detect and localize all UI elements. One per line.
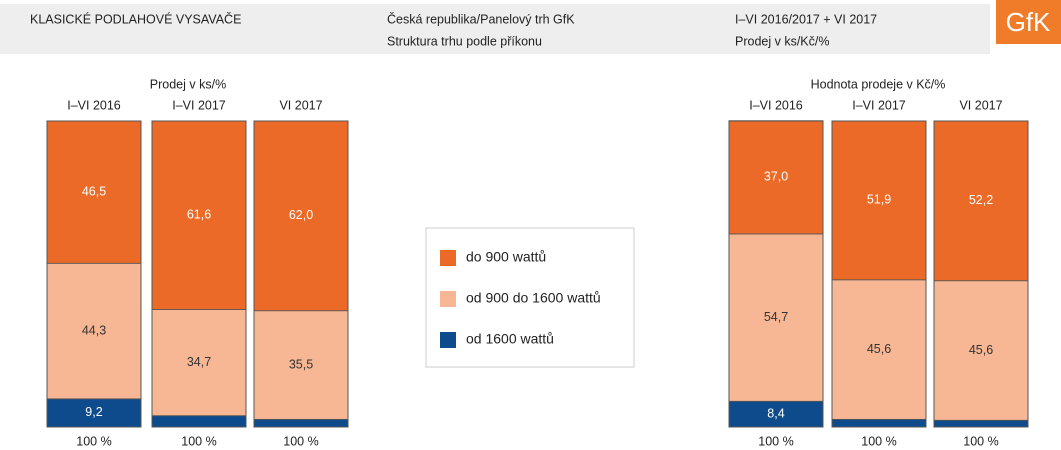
bar-outline — [728, 120, 824, 428]
x-tick-label: VI 2017 — [279, 98, 322, 112]
value-label: 51,9 — [867, 193, 891, 207]
bar-segment: od 900 do 1600 wattů — [46, 262, 142, 400]
x-tick-label: I–VI 2017 — [852, 98, 906, 112]
chart-title: Prodej v ks/% — [150, 77, 226, 91]
value-label: 35,5 — [289, 357, 313, 371]
header-period: I–VI 2016/2017 + VI 2017 — [735, 12, 877, 26]
value-label: 54,7 — [764, 310, 788, 324]
legend-swatch — [440, 332, 456, 348]
logo: GfK — [1006, 7, 1051, 37]
bar-segment: od 1600 wattů — [728, 400, 824, 428]
x-tick-label: I–VI 2016 — [749, 98, 803, 112]
value-label: 9,2 — [85, 405, 102, 419]
header-band — [0, 4, 990, 54]
value-label: 62,0 — [289, 208, 313, 222]
value-label: 45,6 — [867, 342, 891, 356]
bar-segment: od 900 do 1600 wattů — [831, 279, 927, 420]
x-tick-label: I–VI 2016 — [67, 98, 121, 112]
bar-outline — [253, 120, 349, 428]
bar-segment: do 900 wattů — [933, 120, 1029, 282]
bar-segment: od 900 do 1600 wattů — [151, 309, 247, 417]
bar-segment: od 1600 wattů — [933, 419, 1029, 428]
bar-segment: od 1600 wattů — [253, 418, 349, 428]
value-label: 34,7 — [187, 355, 211, 369]
total-label: 100 % — [181, 434, 216, 448]
legend-label: od 1600 wattů — [466, 331, 554, 347]
total-label: 100 % — [963, 434, 998, 448]
bar-outline — [831, 120, 927, 428]
header-unit: Prodej v ks/Kč/% — [735, 34, 829, 48]
legend-swatch — [440, 291, 456, 307]
total-label: 100 % — [283, 434, 318, 448]
logo-box — [996, 0, 1061, 44]
bar-segment: od 900 do 1600 wattů — [933, 280, 1029, 421]
total-label: 100 % — [861, 434, 896, 448]
legend-label: do 900 wattů — [466, 249, 546, 265]
total-label: 100 % — [758, 434, 793, 448]
bar-segment: od 1600 wattů — [831, 418, 927, 428]
bar-outline — [151, 120, 247, 428]
bar-segment: do 900 wattů — [253, 120, 349, 312]
legend-label: od 900 do 1600 wattů — [466, 290, 601, 306]
header-subtitle: Struktura trhu podle příkonu — [387, 34, 542, 48]
value-label: 45,6 — [969, 343, 993, 357]
header-title: KLASICKÉ PODLAHOVÉ VYSAVAČE — [30, 11, 241, 26]
bar-segment: od 1600 wattů — [151, 415, 247, 428]
value-label: 46,5 — [82, 184, 106, 198]
value-label: 8,4 — [767, 406, 784, 420]
bar-segment: od 900 do 1600 wattů — [728, 233, 824, 402]
bar-segment: do 900 wattů — [728, 120, 824, 235]
legend-swatch — [440, 250, 456, 266]
bar-segment: do 900 wattů — [831, 120, 927, 281]
bar-outline — [933, 120, 1029, 428]
x-tick-label: VI 2017 — [959, 98, 1002, 112]
value-label: 37,0 — [764, 170, 788, 184]
value-label: 61,6 — [187, 208, 211, 222]
bar-segment: do 900 wattů — [151, 120, 247, 310]
header-source: Česká republika/Panelový trh GfK — [387, 11, 575, 26]
bar-outline — [46, 120, 142, 428]
value-label: 44,3 — [82, 323, 106, 337]
total-label: 100 % — [76, 434, 111, 448]
legend-box — [425, 227, 635, 368]
value-label: 52,2 — [969, 193, 993, 207]
x-tick-label: I–VI 2017 — [172, 98, 226, 112]
chart-title: Hodnota prodeje v Kč/% — [811, 77, 946, 91]
